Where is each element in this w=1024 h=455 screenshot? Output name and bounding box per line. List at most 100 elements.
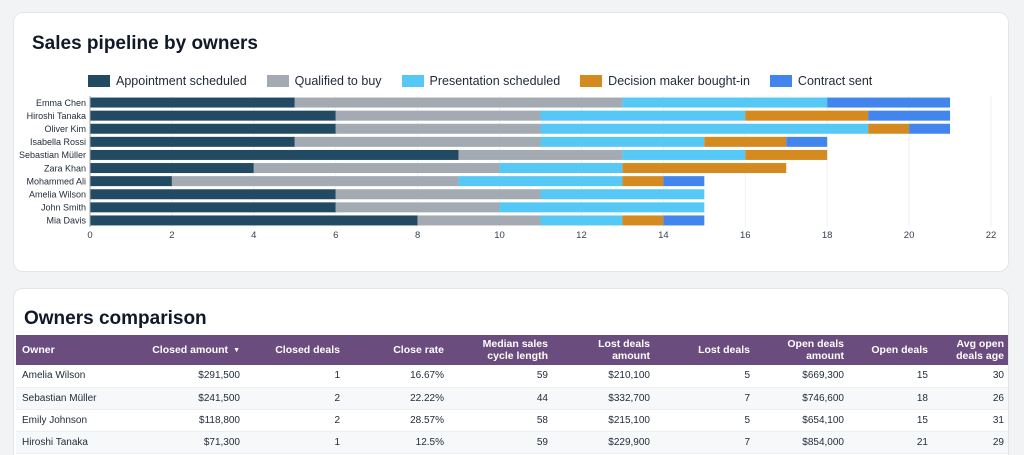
x-tick-label: 4 [251,230,256,241]
legend-item-presentation-scheduled[interactable]: Presentation scheduled [401,74,561,88]
bar-zara-khan-appointment-scheduled [90,163,254,174]
cell-lost-deals-amount: $229,900 [554,431,656,454]
bar-mohammed-ali-qualified-to-buy [171,176,459,187]
bar-amelia-wilson-qualified-to-buy [335,189,541,200]
column-header-label: Closed amount [152,343,229,356]
bar-john-smith-qualified-to-buy [335,202,500,213]
column-header-closed-deals[interactable]: Closed deals [246,335,346,365]
owners-comparison-card: Owners comparison Owner Closed amount ▼ Clo… [13,288,1009,455]
bar-sebastian-muller-appointment-scheduled [90,149,459,160]
cell-open-deals: 18 [850,387,934,410]
bar-zara-khan-presentation-scheduled [499,163,623,174]
bar-john-smith-appointment-scheduled [90,202,336,213]
column-header-label: Open deals amount [787,338,844,362]
cell-closed-amount: $241,500 [126,387,246,410]
pipeline-bar-chart: Emma Chen Hiroshi Tanaka Oliver Kim Isabell… [19,96,996,241]
y-axis-label: Isabella Rossi [30,137,86,147]
x-tick-label: 12 [576,230,587,241]
x-tick-label: 16 [740,230,751,241]
cell-avg-open-deals-age: 30 [934,365,1008,388]
legend-item-appointment-scheduled[interactable]: Appointment scheduled [88,74,247,88]
bar-emma-chen-contract-sent [827,97,951,108]
y-axis-label: Emma Chen [36,98,86,108]
cell-closed-amount: $71,300 [126,431,246,454]
bar-mia-davis-qualified-to-buy [417,215,541,226]
bar-emma-chen-qualified-to-buy [294,97,623,108]
bar-john-smith-presentation-scheduled [499,202,705,213]
bar-sebastian-muller-qualified-to-buy [458,149,623,160]
cell-lost-deals-amount: $210,100 [554,365,656,388]
sort-descending-icon[interactable]: ▼ [233,346,240,354]
legend-label: Appointment scheduled [116,74,247,88]
bar-amelia-wilson-appointment-scheduled [90,189,336,200]
pipeline-chart-card: Sales pipeline by owners Appointment sch… [13,12,1009,272]
y-axis-label: Sebastian Müller [19,150,86,160]
table-title: Owners comparison [24,308,207,329]
legend-label: Qualified to buy [294,74,382,88]
table-row: Emily Johnson $118,800 2 28.57% 58 $215,100 5 $… [16,409,1008,432]
cell-median-sales-cycle-length: 44 [450,387,554,410]
owners-comparison-table: Owner Closed amount ▼ Closed deals Close rat… [16,335,1008,454]
legend-swatch [580,75,603,87]
cell-lost-deals: 7 [656,387,756,410]
column-header-label: Open deals [871,344,928,356]
cell-median-sales-cycle-length: 59 [450,365,554,388]
legend-item-decision-maker-bought-in[interactable]: Decision maker bought-in [580,74,750,88]
table-row: Hiroshi Tanaka $71,300 1 12.5% 59 $229,900 7 $8… [16,431,1008,454]
chart-title: Sales pipeline by owners [32,33,258,54]
bar-hiroshi-tanaka-presentation-scheduled [540,110,746,121]
bar-isabella-rossi-decision-maker-bought-in [704,136,787,147]
bar-mohammed-ali-appointment-scheduled [90,176,172,187]
cell-avg-open-deals-age: 29 [934,431,1008,454]
column-header-close-rate[interactable]: Close rate [346,335,450,365]
column-header-owner[interactable]: Owner [16,335,126,365]
cell-close-rate: 12.5% [346,431,450,454]
column-header-label: Lost deals [698,344,750,356]
bar-hiroshi-tanaka-contract-sent [868,110,951,121]
cell-open-deals-amount: $669,300 [756,365,850,388]
cell-lost-deals-amount: $215,100 [554,409,656,432]
cell-closed-amount: $118,800 [126,409,246,432]
legend-label: Contract sent [797,74,873,88]
cell-avg-open-deals-age: 31 [934,409,1008,432]
column-header-avg-open-deals-age[interactable]: Avg open deals age [934,335,1008,365]
cell-close-rate: 22.22% [346,387,450,410]
bar-mia-davis-appointment-scheduled [90,215,418,226]
cell-closed-deals: 1 [246,365,346,388]
legend-item-contract-sent[interactable]: Contract sent [769,74,873,88]
bar-oliver-kim-appointment-scheduled [90,123,336,134]
cell-owner: Emily Johnson [16,409,126,432]
bar-hiroshi-tanaka-appointment-scheduled [90,110,336,121]
y-axis-label: Mia Davis [46,216,86,226]
cell-avg-open-deals-age: 26 [934,387,1008,410]
cell-owner: Amelia Wilson [16,365,126,388]
legend-swatch [266,75,289,87]
legend-swatch [88,75,110,87]
bar-sebastian-muller-presentation-scheduled [622,149,746,160]
column-header-label: Median sales cycle length [482,338,548,362]
table-body: Amelia Wilson $291,500 1 16.67% 59 $210,100 5 $… [16,365,1008,454]
cell-median-sales-cycle-length: 59 [450,431,554,454]
column-header-median-sales-cycle-length[interactable]: Median sales cycle length [450,335,554,365]
column-header-open-deals[interactable]: Open deals [850,335,934,365]
legend-item-qualified-to-buy[interactable]: Qualified to buy [266,74,382,88]
table-row: Sebastian Müller $241,500 2 22.22% 44 $332,70… [16,387,1008,410]
column-header-closed-amount[interactable]: Closed amount ▼ [126,335,246,365]
cell-open-deals-amount: $854,000 [756,431,850,454]
cell-lost-deals-amount: $332,700 [554,387,656,410]
cell-owner: Hiroshi Tanaka [16,431,126,454]
column-header-label: Lost deals amount [598,338,650,362]
cell-median-sales-cycle-length: 58 [450,409,554,432]
bar-oliver-kim-contract-sent [909,123,951,134]
legend-label: Presentation scheduled [429,74,561,88]
column-header-lost-deals[interactable]: Lost deals [656,335,756,365]
cell-open-deals: 15 [850,409,934,432]
column-header-lost-deals-amount[interactable]: Lost deals amount [554,335,656,365]
cell-open-deals-amount: $746,600 [756,387,850,410]
bar-isabella-rossi-appointment-scheduled [90,136,295,147]
cell-open-deals: 21 [850,431,934,454]
cell-lost-deals: 7 [656,431,756,454]
y-axis-label: Oliver Kim [44,124,86,134]
column-header-open-deals-amount[interactable]: Open deals amount [756,335,850,365]
bar-isabella-rossi-qualified-to-buy [294,136,541,147]
